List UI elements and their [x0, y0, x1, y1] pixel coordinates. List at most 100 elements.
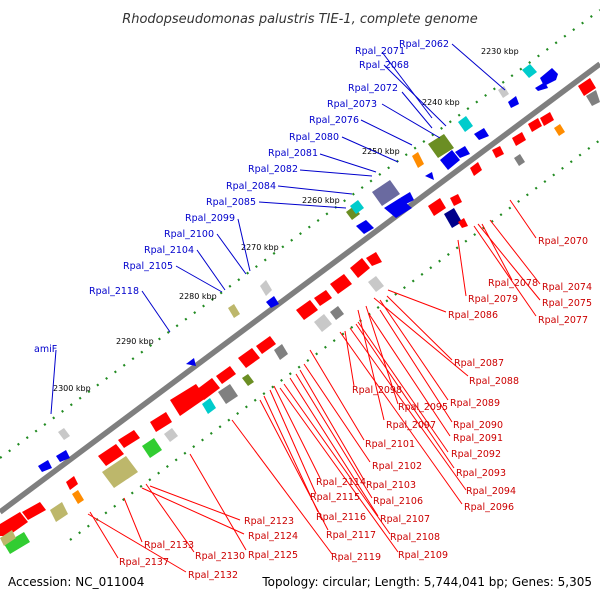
forward-gene-arrow[interactable] — [186, 358, 196, 366]
forward-gene-label[interactable]: Rpal_2082 — [248, 164, 298, 175]
reverse-gene-arrow[interactable] — [216, 366, 236, 384]
forward-gene-arrow[interactable] — [540, 68, 558, 86]
reverse-gene-label[interactable]: Rpal_2133 — [144, 540, 194, 551]
reverse-gene-label[interactable]: Rpal_2078 — [488, 278, 538, 289]
forward-gene-box[interactable] — [58, 428, 70, 440]
reverse-gene-box[interactable] — [0, 530, 16, 546]
reverse-gene-arrow[interactable] — [66, 476, 78, 490]
reverse-gene-label[interactable]: Rpal_2087 — [454, 358, 504, 369]
reverse-gene-box[interactable] — [444, 208, 462, 228]
reverse-gene-box[interactable] — [368, 276, 384, 292]
reverse-gene-label[interactable]: Rpal_2089 — [450, 398, 500, 409]
reverse-gene-arrow[interactable] — [366, 252, 382, 266]
reverse-gene-box[interactable] — [164, 428, 178, 442]
forward-gene-label[interactable]: Rpal_2081 — [268, 148, 318, 159]
forward-gene-box[interactable] — [350, 200, 364, 214]
reverse-gene-label[interactable]: Rpal_2117 — [326, 530, 376, 541]
forward-gene-arrow[interactable] — [400, 192, 414, 204]
reverse-gene-box[interactable] — [50, 502, 68, 522]
reverse-gene-label[interactable]: Rpal_2098 — [352, 385, 402, 396]
reverse-gene-label[interactable]: Rpal_2086 — [448, 310, 498, 321]
reverse-gene-arrow[interactable] — [150, 412, 172, 432]
forward-gene-label[interactable]: Rpal_2073 — [327, 99, 377, 110]
reverse-gene-box[interactable] — [202, 398, 216, 414]
reverse-gene-label[interactable]: Rpal_2137 — [119, 557, 169, 568]
forward-gene-box[interactable] — [428, 134, 454, 158]
reverse-gene-box[interactable] — [314, 314, 332, 332]
forward-gene-label[interactable]: Rpal_2085 — [206, 197, 256, 208]
forward-gene-box[interactable] — [260, 280, 272, 296]
reverse-gene-label[interactable]: Rpal_2130 — [195, 551, 245, 562]
reverse-gene-label[interactable]: Rpal_2097 — [386, 420, 436, 431]
reverse-gene-label[interactable]: Rpal_2124 — [248, 531, 298, 542]
forward-gene-label[interactable]: Rpal_2072 — [348, 83, 398, 94]
forward-gene-label[interactable]: Rpal_2099 — [185, 213, 235, 224]
reverse-gene-arrow[interactable] — [350, 258, 370, 278]
reverse-gene-label[interactable]: Rpal_2094 — [466, 486, 516, 497]
reverse-gene-label[interactable]: Rpal_2108 — [390, 532, 440, 543]
reverse-gene-label[interactable]: Rpal_2075 — [542, 298, 592, 309]
reverse-gene-box[interactable] — [218, 384, 238, 404]
reverse-gene-label[interactable]: Rpal_2074 — [542, 282, 592, 293]
forward-gene-arrow[interactable] — [535, 82, 548, 91]
reverse-gene-label[interactable]: Rpal_2092 — [451, 449, 501, 460]
forward-gene-label[interactable]: Rpal_2084 — [226, 181, 276, 192]
forward-gene-label[interactable]: Rpal_2076 — [309, 115, 359, 126]
forward-gene-arrow[interactable] — [508, 96, 519, 108]
forward-gene-arrow[interactable] — [266, 296, 279, 308]
forward-gene-label[interactable]: Rpal_2071 — [355, 46, 405, 57]
reverse-gene-box[interactable] — [242, 374, 254, 386]
reverse-gene-box[interactable] — [102, 456, 138, 488]
forward-gene-label[interactable]: Rpal_2068 — [359, 60, 409, 71]
reverse-gene-label[interactable]: Rpal_2095 — [398, 402, 448, 413]
reverse-gene-arrow[interactable] — [296, 300, 318, 320]
forward-gene-label[interactable]: Rpal_2100 — [164, 229, 214, 240]
reverse-gene-label[interactable]: Rpal_2079 — [468, 294, 518, 305]
reverse-gene-label[interactable]: Rpal_2070 — [538, 236, 588, 247]
reverse-gene-arrow[interactable] — [450, 194, 462, 206]
reverse-gene-box[interactable] — [72, 490, 84, 504]
reverse-gene-label[interactable]: Rpal_2132 — [188, 570, 238, 581]
reverse-gene-arrow[interactable] — [512, 132, 526, 146]
reverse-gene-box[interactable] — [142, 438, 162, 458]
reverse-gene-box[interactable] — [554, 124, 565, 136]
reverse-gene-label[interactable]: Rpal_2102 — [372, 461, 422, 472]
reverse-gene-arrow[interactable] — [0, 512, 28, 536]
reverse-gene-arrow[interactable] — [428, 198, 446, 216]
forward-gene-label[interactable]: Rpal_2104 — [144, 245, 194, 256]
forward-gene-arrow[interactable] — [474, 128, 489, 140]
forward-gene-box[interactable] — [498, 86, 509, 98]
forward-gene-label[interactable]: Rpal_2062 — [399, 39, 449, 50]
reverse-gene-arrow[interactable] — [528, 118, 542, 132]
reverse-gene-label[interactable]: Rpal_2096 — [464, 502, 514, 513]
forward-gene-arrow[interactable] — [56, 450, 70, 462]
reverse-gene-label[interactable]: Rpal_2093 — [456, 468, 506, 479]
reverse-gene-label[interactable]: Rpal_2107 — [380, 514, 430, 525]
reverse-gene-arrow[interactable] — [492, 146, 504, 158]
reverse-gene-arrow[interactable] — [470, 162, 482, 176]
forward-gene-box[interactable] — [372, 180, 400, 206]
forward-gene-box[interactable] — [412, 152, 424, 168]
reverse-gene-label[interactable]: Rpal_2116 — [316, 512, 366, 523]
reverse-gene-label[interactable]: Rpal_2103 — [366, 480, 416, 491]
forward-gene-arrow[interactable] — [455, 146, 470, 158]
reverse-gene-label[interactable]: Rpal_2119 — [331, 552, 381, 563]
reverse-gene-label[interactable]: Rpal_2101 — [365, 439, 415, 450]
reverse-gene-arrow[interactable] — [314, 290, 332, 306]
forward-gene-label[interactable]: amiF — [34, 344, 57, 355]
reverse-gene-label[interactable]: Rpal_2115 — [310, 492, 360, 503]
forward-gene-arrow[interactable] — [440, 150, 460, 170]
forward-gene-box[interactable] — [458, 116, 473, 132]
reverse-gene-arrow[interactable] — [540, 112, 554, 126]
forward-gene-label[interactable]: Rpal_2105 — [123, 261, 173, 272]
reverse-gene-label[interactable]: Rpal_2125 — [248, 550, 298, 561]
reverse-gene-arrow[interactable] — [98, 444, 124, 466]
reverse-gene-arrow[interactable] — [578, 78, 596, 96]
reverse-gene-arrow[interactable] — [22, 502, 46, 520]
forward-gene-arrow[interactable] — [356, 220, 374, 234]
reverse-gene-box[interactable] — [274, 344, 288, 360]
reverse-gene-arrow[interactable] — [330, 274, 352, 294]
reverse-gene-label[interactable]: Rpal_2088 — [469, 376, 519, 387]
forward-gene-label[interactable]: Rpal_2080 — [289, 132, 339, 143]
reverse-gene-label[interactable]: Rpal_2109 — [398, 550, 448, 561]
